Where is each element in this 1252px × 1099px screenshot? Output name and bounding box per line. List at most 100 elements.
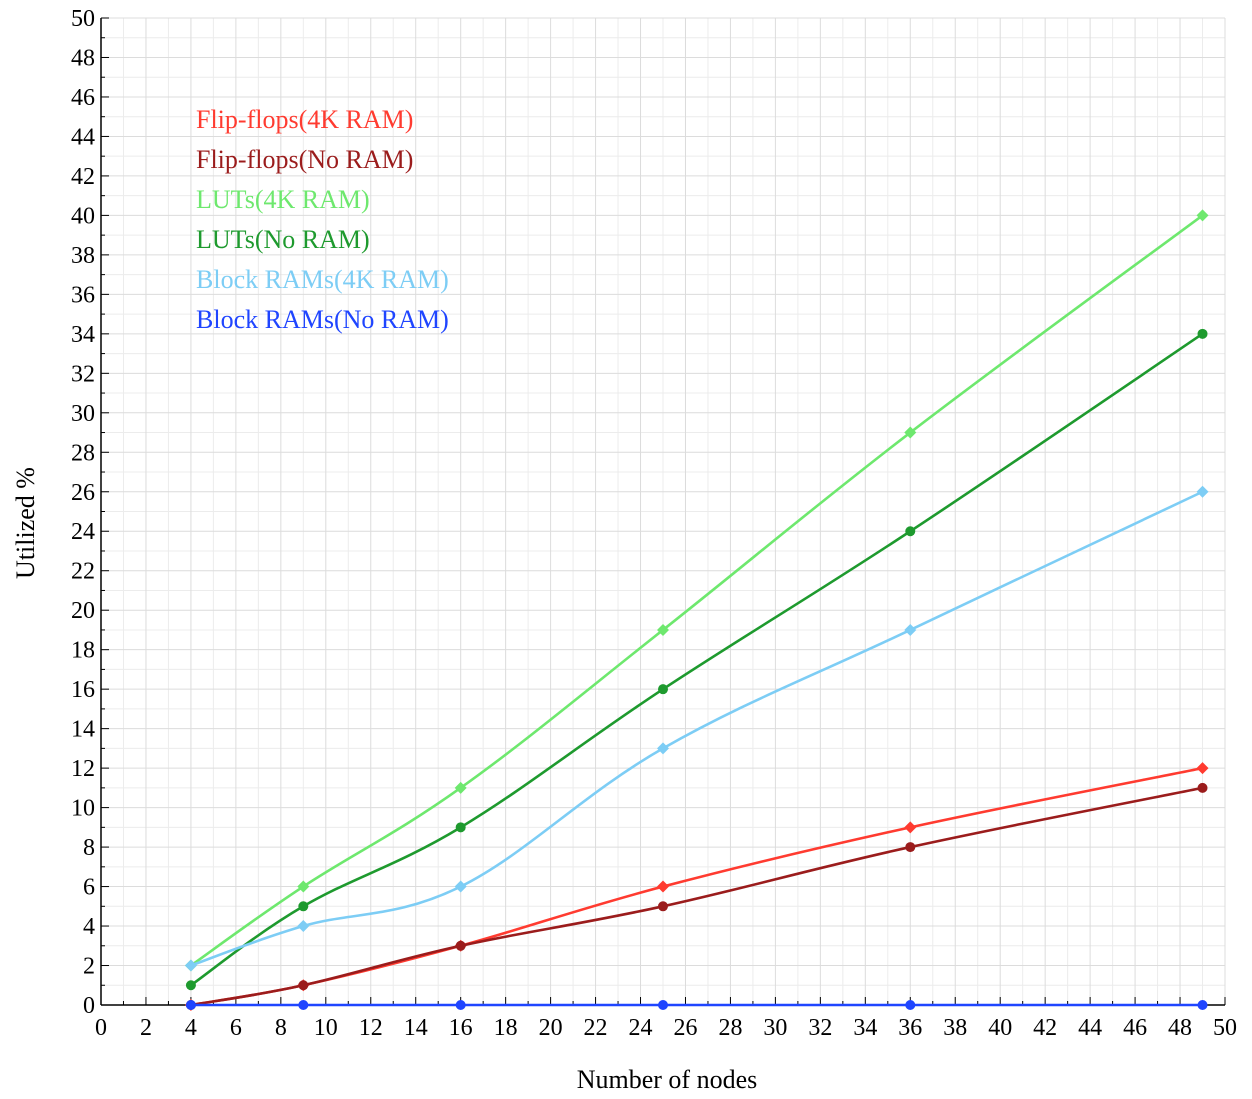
y-tick-label: 10 bbox=[71, 796, 95, 822]
minor-grid bbox=[101, 18, 1225, 1005]
legend-entry: Flip-flops(4K RAM) bbox=[196, 105, 413, 134]
data-point-circle bbox=[298, 980, 309, 991]
legend-entry: LUTs(4K RAM) bbox=[196, 185, 370, 214]
y-tick-label: 28 bbox=[71, 440, 95, 466]
y-tick-label: 22 bbox=[71, 559, 95, 585]
data-point-circle bbox=[658, 1000, 668, 1010]
legend-entry: LUTs(No RAM) bbox=[196, 225, 370, 254]
data-point-diamond bbox=[904, 426, 917, 439]
series-line bbox=[190, 786, 1203, 1007]
x-tick-label: 34 bbox=[853, 1015, 877, 1041]
x-tick-label: 16 bbox=[449, 1015, 473, 1041]
data-point-circle bbox=[298, 901, 309, 912]
data-point-diamond bbox=[454, 781, 467, 794]
series-1 bbox=[185, 782, 1208, 1010]
data-point-circle bbox=[905, 842, 916, 853]
x-tick-label: 50 bbox=[1213, 1015, 1237, 1041]
y-tick-label: 2 bbox=[83, 954, 95, 980]
y-tick-label: 8 bbox=[83, 835, 95, 861]
y-tick-label: 38 bbox=[71, 243, 95, 269]
data-point-circle bbox=[1197, 782, 1208, 793]
y-tick-labels: 0246810121416182022242628303234363840424… bbox=[71, 6, 95, 1019]
x-tick-label: 6 bbox=[230, 1015, 242, 1041]
data-point-circle bbox=[905, 1000, 916, 1010]
x-tick-label: 30 bbox=[763, 1015, 787, 1041]
y-tick-label: 48 bbox=[71, 45, 95, 71]
data-point-circle bbox=[185, 1000, 196, 1010]
x-tick-label: 38 bbox=[943, 1015, 967, 1041]
y-tick-label: 42 bbox=[71, 164, 95, 190]
y-tick-label: 34 bbox=[71, 322, 95, 348]
x-tick-label: 26 bbox=[673, 1015, 697, 1041]
data-point-diamond bbox=[1196, 209, 1209, 222]
x-tick-label: 46 bbox=[1123, 1015, 1147, 1041]
y-tick-label: 12 bbox=[71, 756, 95, 782]
series-3 bbox=[185, 328, 1208, 991]
x-tick-label: 14 bbox=[404, 1015, 428, 1041]
data-point-circle bbox=[658, 901, 668, 912]
y-tick-label: 16 bbox=[71, 677, 95, 703]
data-point-diamond bbox=[904, 821, 917, 834]
y-axis-title: Utilized % bbox=[11, 467, 40, 579]
x-tick-label: 4 bbox=[185, 1015, 197, 1041]
y-tick-label: 36 bbox=[71, 282, 95, 308]
data-point-diamond bbox=[657, 880, 669, 893]
data-point-circle bbox=[905, 526, 916, 537]
y-tick-label: 18 bbox=[71, 638, 95, 664]
data-point-diamond bbox=[454, 880, 467, 893]
x-tick-label: 44 bbox=[1078, 1015, 1102, 1041]
data-point-circle bbox=[1197, 328, 1208, 339]
data-point-diamond bbox=[904, 623, 917, 636]
x-tick-label: 12 bbox=[359, 1015, 383, 1041]
x-tick-label: 48 bbox=[1168, 1015, 1192, 1041]
x-tick-label: 28 bbox=[718, 1015, 742, 1041]
data-point-diamond bbox=[1196, 485, 1209, 498]
x-tick-label: 18 bbox=[494, 1015, 518, 1041]
data-point-diamond bbox=[297, 880, 310, 893]
y-tick-label: 4 bbox=[83, 914, 95, 940]
data-point-diamond bbox=[657, 742, 669, 755]
x-tick-label: 8 bbox=[275, 1015, 287, 1041]
y-tick-label: 26 bbox=[71, 480, 95, 506]
y-tick-label: 30 bbox=[71, 401, 95, 427]
data-point-diamond bbox=[184, 959, 197, 972]
y-tick-label: 32 bbox=[71, 361, 95, 387]
x-tick-label: 2 bbox=[140, 1015, 152, 1041]
series-4 bbox=[184, 485, 1209, 972]
y-tick-label: 14 bbox=[71, 717, 95, 743]
data-point-circle bbox=[455, 1000, 466, 1010]
y-tick-label: 46 bbox=[71, 85, 95, 111]
data-point-diamond bbox=[297, 920, 310, 933]
x-tick-label: 22 bbox=[584, 1015, 608, 1041]
x-tick-labels: 0 2 4 6 8 10 12 14 16 18 20 22 24 26 28 30 32 34 36 38 40 42 4… bbox=[95, 1015, 1237, 1041]
legend-entry: Block RAMs(No RAM) bbox=[196, 305, 449, 334]
y-tick-label: 50 bbox=[71, 6, 95, 32]
y-tick-label: 40 bbox=[71, 203, 95, 229]
x-tick-label: 42 bbox=[1033, 1015, 1057, 1041]
legend-entry: Flip-flops(No RAM) bbox=[196, 145, 413, 174]
data-point-circle bbox=[298, 1000, 309, 1010]
legend-entry: Block RAMs(4K RAM) bbox=[196, 265, 449, 294]
x-tick-label: 40 bbox=[988, 1015, 1012, 1041]
data-point-circle bbox=[455, 940, 466, 951]
y-tick-label: 44 bbox=[71, 124, 95, 150]
y-tick-label: 6 bbox=[83, 875, 95, 901]
y-tick-label: 0 bbox=[83, 993, 95, 1019]
x-tick-label: 32 bbox=[808, 1015, 832, 1041]
x-tick-label: 36 bbox=[898, 1015, 922, 1041]
x-tick-label: 10 bbox=[314, 1015, 338, 1041]
data-point-circle bbox=[455, 822, 466, 833]
data-point-diamond bbox=[657, 623, 669, 636]
series-2 bbox=[184, 209, 1209, 972]
data-point-circle bbox=[185, 980, 196, 991]
series-5 bbox=[185, 1000, 1208, 1010]
y-tick-label: 24 bbox=[71, 519, 95, 545]
x-tick-label: 20 bbox=[539, 1015, 563, 1041]
data-point-circle bbox=[1197, 1000, 1208, 1010]
x-axis-title: Number of nodes bbox=[577, 1065, 758, 1094]
series-line bbox=[190, 332, 1204, 987]
data-point-circle bbox=[658, 684, 668, 695]
x-tick-label: 0 bbox=[95, 1015, 107, 1041]
x-tick-label: 24 bbox=[629, 1015, 653, 1041]
